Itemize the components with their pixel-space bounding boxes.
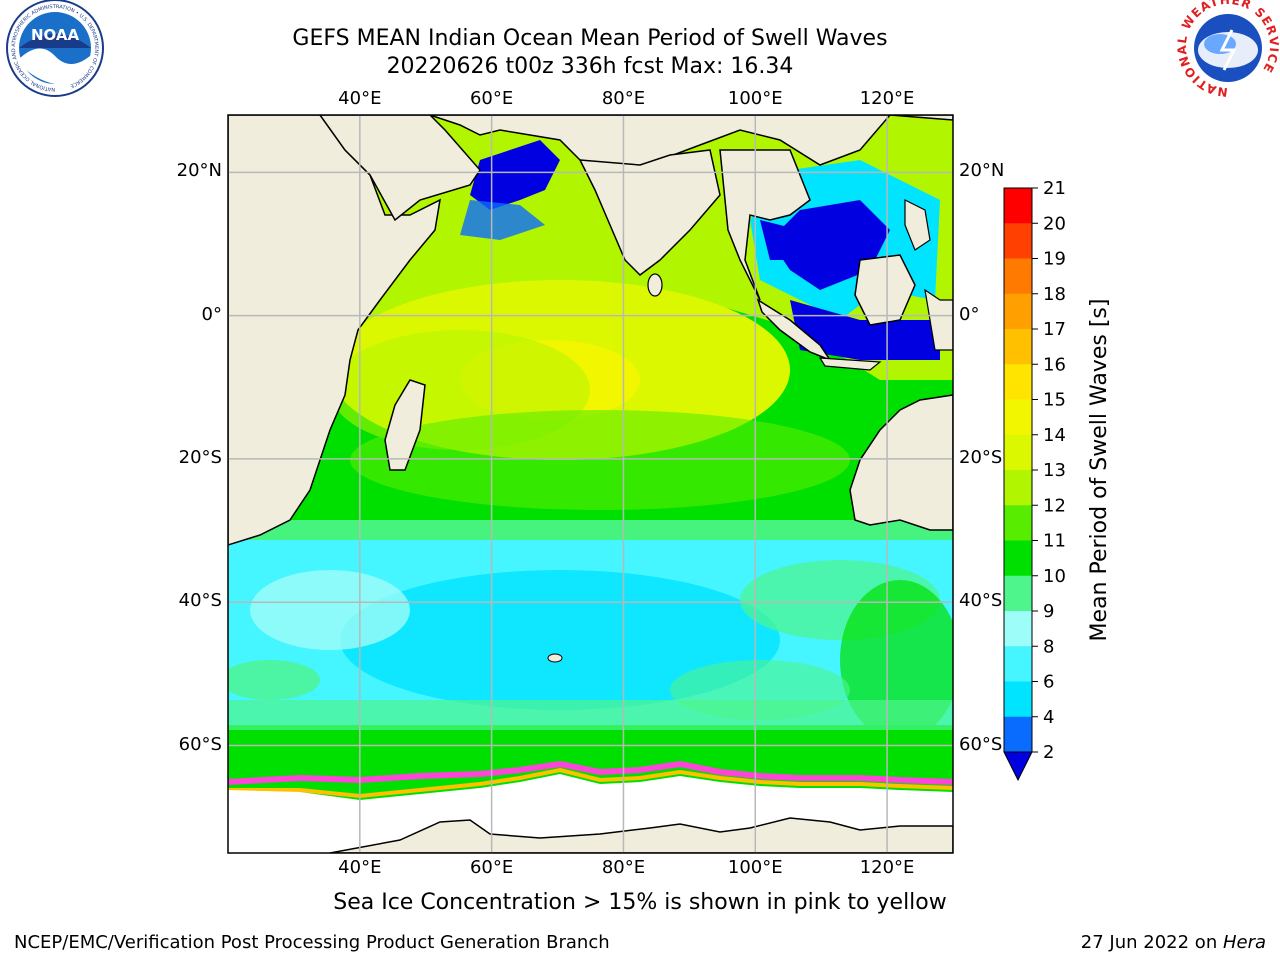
colorbar-tick-label: 20 (1043, 213, 1066, 234)
graticule (228, 115, 953, 853)
colorbar-swatch (1004, 223, 1032, 259)
lon-tick-label-bottom: 100°E (727, 857, 783, 878)
lon-tick-label-top: 60°E (469, 88, 514, 109)
colorbar: 21 20 19 18 17 16 15 14 13 12 11 10 9 8 6 4 2 (1003, 178, 1066, 782)
colorbar-swatch (1004, 470, 1032, 506)
lat-tick-label-right: 0° (959, 303, 980, 325)
colorbar-swatch (1004, 188, 1032, 224)
lat-tick-label-right: 20°N (959, 160, 1005, 182)
lon-tick-label-top: 100°E (727, 88, 783, 109)
colorbar-tick-label: 12 (1043, 495, 1066, 516)
nws-logo: NATIONAL WEATHER SERVICE (1175, 0, 1280, 99)
colorbar-tick-label: 11 (1043, 531, 1066, 552)
lon-tick-label-bottom: 80°E (601, 857, 646, 878)
colorbar-swatch (1004, 540, 1032, 577)
colorbar-swatch (1004, 293, 1032, 330)
colorbar-swatch (1004, 505, 1032, 541)
colorbar-swatch (1004, 364, 1032, 400)
credit-machine: Hera (1222, 932, 1266, 953)
lon-tick-label-top: 120°E (859, 88, 915, 109)
colorbar-swatch (1004, 399, 1032, 436)
noaa-logo: NOAA NATIONAL OCEANIC AND ATMOSPHERIC AD… (6, 0, 104, 97)
lat-tick-label-right: 20°S (959, 446, 1003, 468)
colorbar-swatch (1004, 681, 1032, 718)
swell-period-field (228, 115, 953, 853)
colorbar-tick-label: 10 (1043, 566, 1066, 587)
colorbar-swatch (1004, 646, 1032, 682)
colorbar-tick-label: 21 (1043, 178, 1066, 199)
colorbar-tick-label: 17 (1043, 319, 1066, 340)
noaa-logo-text: NOAA (31, 26, 80, 44)
colorbar-swatch (1004, 329, 1032, 365)
colorbar-swatch (1004, 611, 1032, 647)
chart-subtitle: 20220626 t00z 336h fcst Max: 16.34 (386, 54, 794, 79)
credit-date-text: 27 Jun 2022 on (1080, 932, 1223, 953)
lat-tick-label-right: 40°S (959, 590, 1003, 612)
colorbar-tick-label: 9 (1043, 601, 1054, 622)
colorbar-swatch (1004, 716, 1032, 753)
colorbar-swatch (1004, 575, 1032, 612)
colorbar-swatch (1004, 434, 1032, 471)
colorbar-swatch (1004, 258, 1032, 295)
lon-tick-label-bottom: 60°E (469, 857, 514, 878)
map-frame (227, 114, 954, 854)
lat-tick-label-left: 40°S (178, 590, 222, 612)
credit-date: 27 Jun 2022 on Hera (1081, 932, 1266, 953)
colorbar-tick-label: 14 (1043, 425, 1066, 446)
lat-tick-label-left: 20°S (178, 446, 222, 468)
colorbar-tick-label: 8 (1043, 636, 1054, 657)
colorbar-tick-label: 4 (1043, 707, 1054, 728)
lat-tick-label-right: 60°S (959, 733, 1003, 755)
colorbar-tick-label: 19 (1043, 249, 1066, 270)
colorbar-label: Mean Period of Swell Waves [s] (1087, 299, 1112, 642)
colorbar-extend-triangle (1003, 751, 1033, 782)
colorbar-tick-label: 6 (1043, 672, 1054, 693)
lon-tick-label-bottom: 40°E (338, 857, 382, 878)
lat-tick-label-left: 20°N (176, 160, 222, 182)
colorbar-tick-label: 13 (1043, 460, 1066, 481)
colorbar-tick-label: 18 (1043, 284, 1066, 305)
colorbar-tick-label: 16 (1043, 354, 1066, 375)
lon-tick-label-top: 80°E (601, 88, 646, 109)
footnote: Sea Ice Concentration > 15% is shown in … (333, 890, 947, 915)
lat-tick-label-left: 60°S (178, 733, 222, 755)
lon-tick-label-bottom: 120°E (859, 857, 915, 878)
credit-branch: NCEP/EMC/Verification Post Processing Pr… (14, 932, 610, 953)
lon-tick-label-top: 40°E (338, 88, 382, 109)
chart-title: GEFS MEAN Indian Ocean Mean Period of Sw… (292, 26, 888, 51)
colorbar-tick-label: 2 (1043, 742, 1054, 763)
colorbar-tick-label: 15 (1043, 390, 1066, 411)
lat-tick-label-left: 0° (201, 303, 222, 325)
